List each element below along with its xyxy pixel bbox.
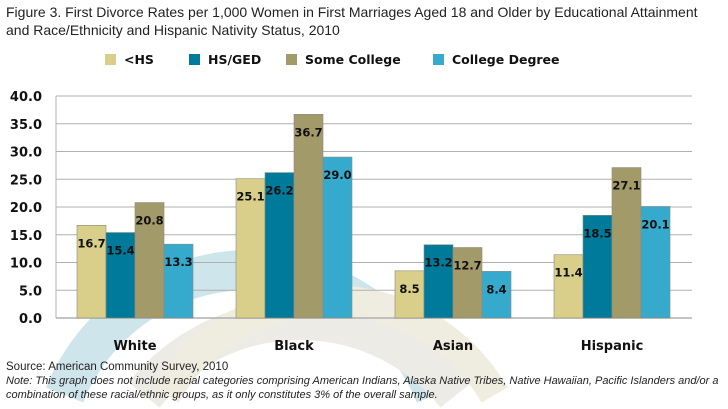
bar — [481, 271, 512, 319]
bar — [423, 244, 454, 319]
x-category-label: Hispanic — [581, 339, 644, 354]
bar — [394, 270, 425, 319]
bar — [134, 202, 165, 319]
y-tick-label: 35.0 — [10, 118, 42, 133]
bar — [582, 215, 613, 319]
data-label: 12.7 — [453, 259, 481, 273]
data-label: 36.7 — [294, 125, 322, 139]
y-tick-label: 25.0 — [10, 173, 42, 188]
footnote: Note: This graph does not include racial… — [6, 375, 719, 401]
legend-swatch — [433, 54, 444, 65]
legend-label: Some College — [305, 52, 401, 67]
bar — [235, 178, 266, 319]
bar — [163, 243, 194, 319]
data-label: 15.4 — [106, 244, 134, 258]
data-label: 20.8 — [135, 214, 163, 228]
data-label: 8.4 — [486, 282, 506, 296]
chart-title: Figure 3. First Divorce Rates per 1,000 … — [6, 4, 698, 38]
data-label: 27.1 — [612, 179, 640, 193]
legend-label: <HS — [124, 52, 154, 67]
bar — [105, 232, 136, 319]
source-note: Source: American Community Survey, 2010 — [6, 361, 229, 373]
bar — [611, 167, 642, 319]
x-category-label: Black — [274, 339, 314, 354]
legend-item: Some College — [286, 52, 401, 67]
data-label: 13.2 — [424, 256, 452, 270]
data-label: 20.1 — [641, 217, 669, 231]
legend-swatch — [105, 54, 116, 65]
data-label: 16.7 — [77, 236, 105, 250]
y-tick-label: 0.0 — [19, 312, 42, 327]
x-category-label: White — [113, 339, 156, 354]
data-label: 29.0 — [323, 168, 351, 182]
data-label: 26.2 — [265, 184, 293, 198]
bar — [640, 206, 671, 319]
legend-item: <HS — [105, 52, 154, 67]
data-label: 18.5 — [583, 226, 611, 240]
y-tick-label: 5.0 — [19, 284, 42, 299]
bar — [452, 247, 483, 319]
legend-item: College Degree — [433, 52, 560, 67]
legend: <HS HS/GED Some College College Degree — [0, 52, 728, 72]
legend-label: HS/GED — [208, 52, 262, 67]
legend-item: HS/GED — [189, 52, 261, 67]
y-tick-label: 20.0 — [10, 201, 42, 216]
bar — [264, 172, 295, 319]
legend-swatch — [286, 54, 297, 65]
bar — [76, 225, 107, 319]
data-label: 13.3 — [164, 255, 192, 269]
legend-label: College Degree — [452, 52, 560, 67]
y-tick-label: 30.0 — [10, 146, 42, 161]
bar — [322, 156, 353, 319]
data-label: 11.4 — [554, 266, 582, 280]
data-label: 25.1 — [236, 190, 264, 204]
x-category-label: Asian — [433, 339, 473, 354]
y-tick-label: 15.0 — [10, 229, 42, 244]
data-label: 8.5 — [399, 282, 419, 296]
y-tick-label: 40.0 — [10, 90, 42, 105]
y-tick-label: 10.0 — [10, 257, 42, 272]
legend-swatch — [189, 54, 200, 65]
bar — [293, 114, 324, 319]
bar — [553, 254, 584, 319]
